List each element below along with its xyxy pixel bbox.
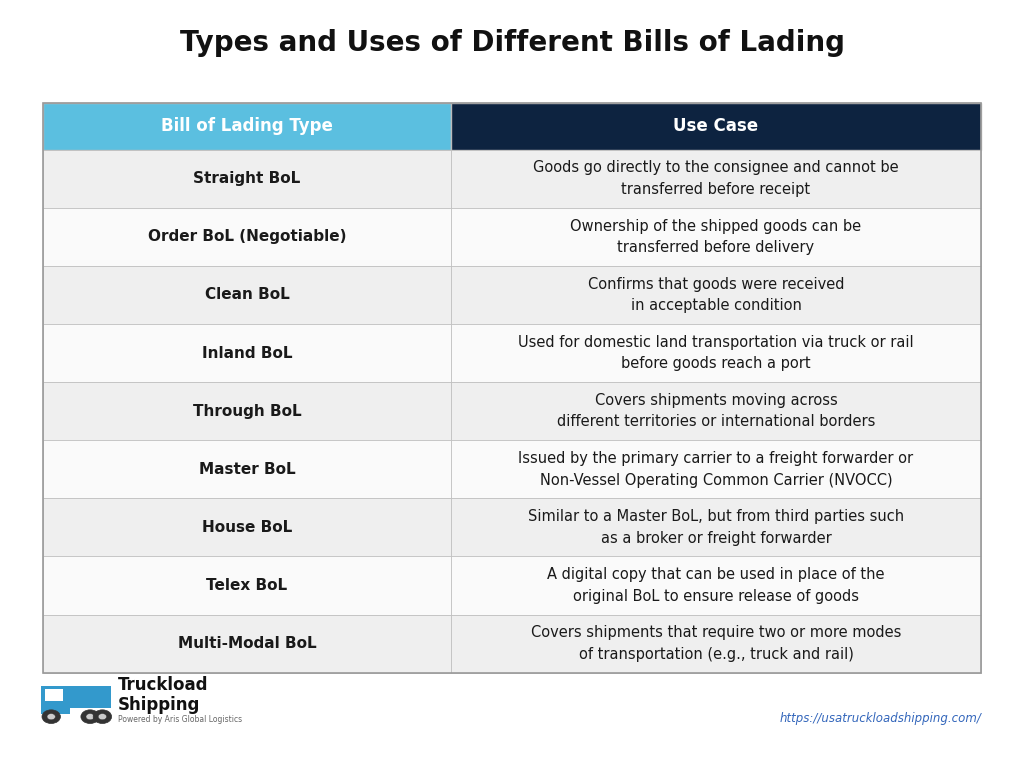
Circle shape	[81, 710, 99, 724]
Bar	[43, 440, 451, 499]
Bar	[451, 103, 981, 150]
Text: Confirms that goods were received
in acceptable condition: Confirms that goods were received in acc…	[588, 277, 844, 313]
Text: Used for domestic land transportation via truck or rail
before goods reach a por: Used for domestic land transportation vi…	[518, 334, 913, 372]
Bar	[43, 382, 451, 440]
Bar	[41, 686, 70, 714]
Bar	[43, 499, 451, 556]
Text: Telex BoL: Telex BoL	[207, 578, 288, 593]
Text: https://usatruckloadshipping.com/: https://usatruckloadshipping.com/	[779, 711, 981, 725]
Circle shape	[98, 714, 106, 720]
Text: Covers shipments that require two or more modes
of transportation (e.g., truck a: Covers shipments that require two or mor…	[530, 625, 901, 662]
Text: Truckload
Shipping: Truckload Shipping	[118, 676, 208, 714]
Bar	[43, 556, 451, 615]
Circle shape	[47, 714, 55, 720]
Text: Order BoL (Negotiable): Order BoL (Negotiable)	[147, 230, 346, 245]
Text: A digital copy that can be used in place of the
original BoL to ensure release o: A digital copy that can be used in place…	[547, 567, 885, 603]
Bar	[451, 382, 981, 440]
Circle shape	[86, 714, 94, 720]
Bar	[451, 556, 981, 615]
Bar	[451, 150, 981, 207]
Text: Clean BoL: Clean BoL	[205, 287, 290, 302]
Text: Use Case: Use Case	[674, 117, 759, 135]
Text: Straight BoL: Straight BoL	[194, 171, 301, 186]
Text: Goods go directly to the consignee and cannot be
transferred before receipt: Goods go directly to the consignee and c…	[534, 160, 899, 197]
Text: Ownership of the shipped goods can be
transferred before delivery: Ownership of the shipped goods can be tr…	[570, 219, 861, 255]
Bar	[43, 103, 451, 150]
Bar	[451, 207, 981, 266]
Text: Master BoL: Master BoL	[199, 462, 295, 477]
Circle shape	[93, 710, 112, 724]
Bar	[43, 207, 451, 266]
Text: Types and Uses of Different Bills of Lading: Types and Uses of Different Bills of Lad…	[179, 29, 845, 57]
Text: Powered by Aris Global Logistics: Powered by Aris Global Logistics	[118, 715, 242, 724]
Bar	[43, 150, 451, 207]
Bar	[43, 324, 451, 382]
Bar	[70, 686, 111, 708]
Bar	[451, 499, 981, 556]
Bar	[451, 266, 981, 324]
Bar	[43, 103, 981, 673]
Bar	[451, 440, 981, 499]
Text: Multi-Modal BoL: Multi-Modal BoL	[178, 636, 316, 651]
Circle shape	[42, 710, 60, 724]
Text: Inland BoL: Inland BoL	[202, 346, 292, 360]
Bar	[451, 324, 981, 382]
Text: Bill of Lading Type: Bill of Lading Type	[161, 117, 333, 135]
Bar	[43, 615, 451, 673]
Bar	[45, 689, 63, 701]
Text: House BoL: House BoL	[202, 520, 292, 535]
Text: Similar to a Master BoL, but from third parties such
as a broker or freight forw: Similar to a Master BoL, but from third …	[528, 509, 904, 546]
Text: Through BoL: Through BoL	[193, 404, 301, 419]
Bar	[451, 615, 981, 673]
Text: Covers shipments moving across
different territories or international borders: Covers shipments moving across different…	[557, 393, 876, 429]
Text: Issued by the primary carrier to a freight forwarder or
Non-Vessel Operating Com: Issued by the primary carrier to a freig…	[518, 451, 913, 488]
Bar	[43, 266, 451, 324]
